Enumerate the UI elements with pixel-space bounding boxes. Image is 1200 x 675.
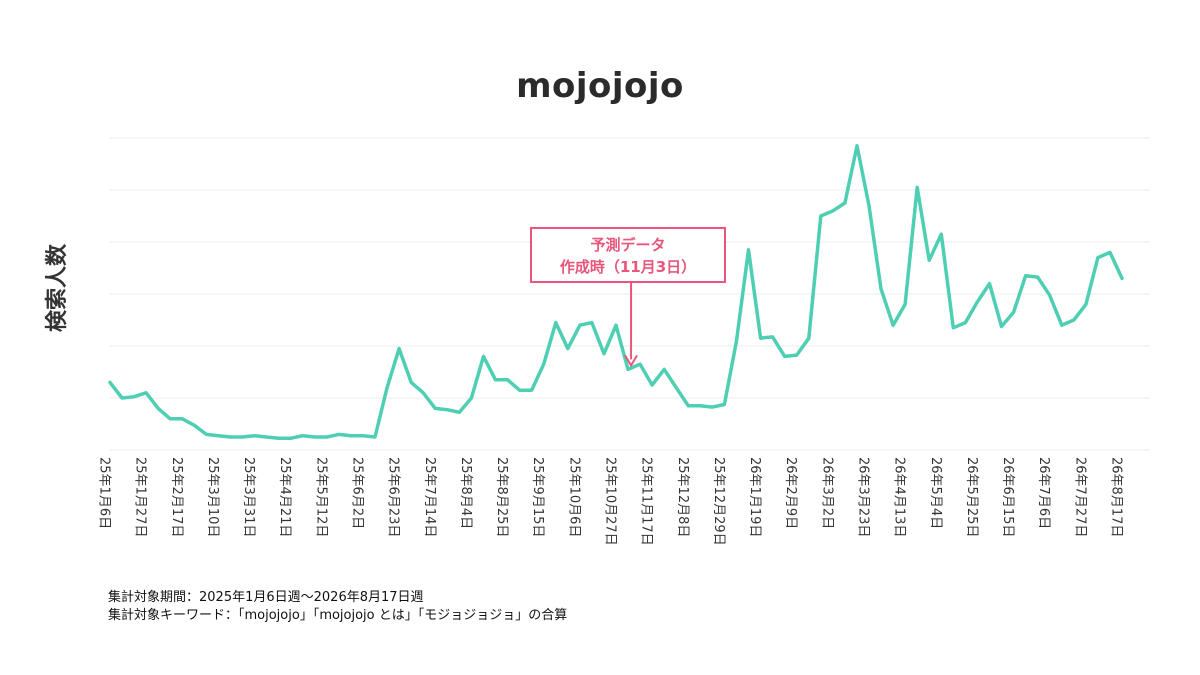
x-tick-label: 26年7月27日 xyxy=(1072,457,1087,537)
x-tick-label: 26年7月6日 xyxy=(1036,457,1051,529)
footnote-keywords: 集計対象キーワード：「mojojojo」「mojojojo とは」「モジョジョジ… xyxy=(108,608,568,623)
x-tick-label: 26年5月25日 xyxy=(964,457,979,537)
annotation-line2: 作成時（11月3日） xyxy=(559,258,697,276)
x-tick-label: 25年2月17日 xyxy=(169,457,184,537)
annotation-arrow-head xyxy=(624,354,638,368)
x-tick-label: 26年8月17日 xyxy=(1109,457,1124,537)
x-tick-label: 25年8月4日 xyxy=(458,457,473,529)
x-tick-label: 25年9月15日 xyxy=(530,457,545,537)
x-tick-label: 25年6月2日 xyxy=(350,457,365,529)
x-tick-label: 25年11月17日 xyxy=(639,457,654,546)
x-tick-label: 26年6月15日 xyxy=(1000,457,1015,537)
x-tick-label: 25年6月23日 xyxy=(386,457,401,537)
x-tick-label: 25年10月6日 xyxy=(566,457,581,537)
annotation-line1: 予測データ xyxy=(590,236,666,254)
x-tick-label: 25年12月8日 xyxy=(675,457,690,537)
chart-title: mojojojo xyxy=(516,66,684,106)
x-tick-label: 25年8月25日 xyxy=(494,457,509,537)
x-tick-label: 25年10月27日 xyxy=(603,457,618,546)
footnote-period: 集計対象期間：2025年1月6日週〜2026年8月17日週 xyxy=(108,590,424,605)
x-tick-label: 26年1月19日 xyxy=(747,457,762,537)
series-line xyxy=(108,144,1124,441)
series-group xyxy=(108,144,1124,441)
x-tick-label: 25年4月21日 xyxy=(277,457,292,537)
x-tick-label: 25年1月6日 xyxy=(97,457,112,529)
x-axis-tick-labels: 25年1月6日 25年1月27日 25年2月17日 25年3月10日 25年3月31日 2… xyxy=(97,457,1124,546)
x-tick-label: 26年4月13日 xyxy=(892,457,907,537)
x-tick-label: 26年5月4日 xyxy=(928,457,943,529)
x-tick-label: 25年7月14日 xyxy=(422,457,437,537)
x-tick-label: 25年3月31日 xyxy=(241,457,256,537)
x-tick-label: 25年12月29日 xyxy=(711,457,726,546)
x-tick-label: 25年5月12日 xyxy=(313,457,328,537)
forecast-annotation-box: 予測データ 作成時（11月3日） xyxy=(530,227,726,283)
x-tick-label: 25年3月10日 xyxy=(205,457,220,537)
x-tick-label: 26年3月2日 xyxy=(819,457,834,529)
x-tick-label: 25年1月27日 xyxy=(133,457,148,537)
x-tick-label: 26年3月23日 xyxy=(856,457,871,537)
x-tick-label: 26年2月9日 xyxy=(783,457,798,529)
annotation-arrow-group xyxy=(624,283,638,368)
